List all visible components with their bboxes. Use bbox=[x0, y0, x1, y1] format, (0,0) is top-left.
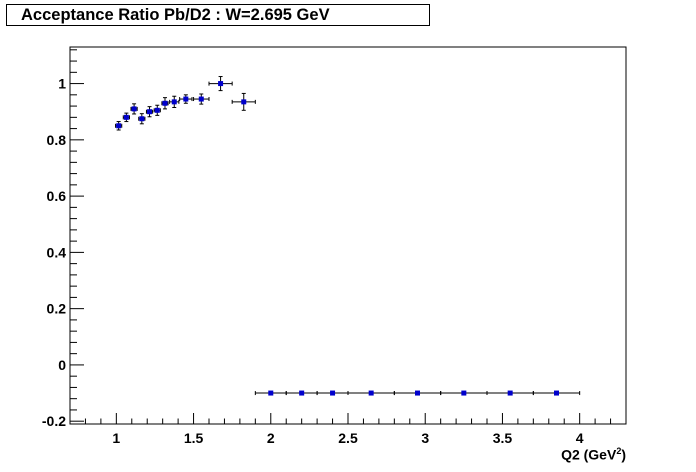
x-tick-label: 1.5 bbox=[184, 430, 204, 446]
data-point bbox=[440, 390, 488, 396]
marker bbox=[507, 390, 513, 396]
data-point bbox=[347, 390, 395, 396]
x-axis-label-close: ) bbox=[621, 446, 626, 463]
y-tick-label: 0.4 bbox=[47, 244, 67, 260]
data-point bbox=[161, 97, 169, 110]
data-point bbox=[231, 92, 256, 111]
y-tick-label: 0.6 bbox=[47, 188, 67, 204]
data-point bbox=[208, 76, 233, 92]
marker bbox=[461, 390, 467, 396]
marker bbox=[415, 390, 420, 396]
frame bbox=[69, 46, 627, 425]
marker bbox=[154, 107, 160, 113]
data-point bbox=[254, 390, 287, 396]
x-tick-label: 3 bbox=[421, 430, 429, 446]
marker bbox=[330, 390, 336, 396]
y-tick-label: -0.2 bbox=[42, 413, 66, 429]
data-point bbox=[316, 390, 349, 396]
x-tick-label: 3.5 bbox=[493, 430, 513, 446]
x-tick-label: 2 bbox=[267, 430, 275, 446]
x-axis-label-sup: 2 bbox=[616, 446, 622, 456]
data-point bbox=[138, 113, 146, 125]
data-point bbox=[193, 93, 210, 105]
data-point bbox=[532, 390, 581, 396]
marker bbox=[147, 109, 153, 115]
y-tick-label: 0 bbox=[58, 357, 66, 373]
data-point bbox=[486, 390, 534, 396]
marker bbox=[299, 390, 305, 396]
x-tick-label: 4 bbox=[576, 430, 584, 446]
x-axis-label-main: Q2 (GeV bbox=[561, 446, 617, 463]
x-tick-label: 2.5 bbox=[338, 430, 358, 446]
marker bbox=[183, 96, 189, 102]
y-tick-label: 0.2 bbox=[47, 301, 67, 317]
marker bbox=[116, 123, 122, 129]
marker bbox=[198, 96, 204, 102]
data-point bbox=[285, 390, 318, 396]
data-point bbox=[130, 103, 138, 115]
marker bbox=[368, 390, 374, 396]
marker bbox=[131, 106, 137, 112]
marker bbox=[162, 100, 168, 106]
data-point bbox=[179, 94, 193, 104]
marker bbox=[218, 81, 224, 87]
data-point bbox=[145, 106, 154, 118]
x-tick-label: 1 bbox=[112, 430, 120, 446]
marker bbox=[268, 390, 274, 396]
data-point bbox=[153, 104, 161, 116]
marker bbox=[123, 114, 129, 120]
x-axis-label: Q2 (GeV2) bbox=[500, 446, 626, 463]
marker bbox=[241, 99, 247, 105]
data-point bbox=[115, 121, 123, 131]
marker bbox=[171, 99, 177, 105]
data-point bbox=[393, 390, 442, 396]
marker bbox=[139, 116, 145, 122]
y-tick-label: 0.8 bbox=[47, 132, 67, 148]
data-point bbox=[169, 95, 180, 108]
y-tick-label: 1 bbox=[58, 76, 66, 92]
chart-title: Acceptance Ratio Pb/D2 : W=2.695 GeV bbox=[6, 4, 430, 26]
data-point bbox=[122, 112, 130, 123]
marker bbox=[554, 390, 559, 396]
